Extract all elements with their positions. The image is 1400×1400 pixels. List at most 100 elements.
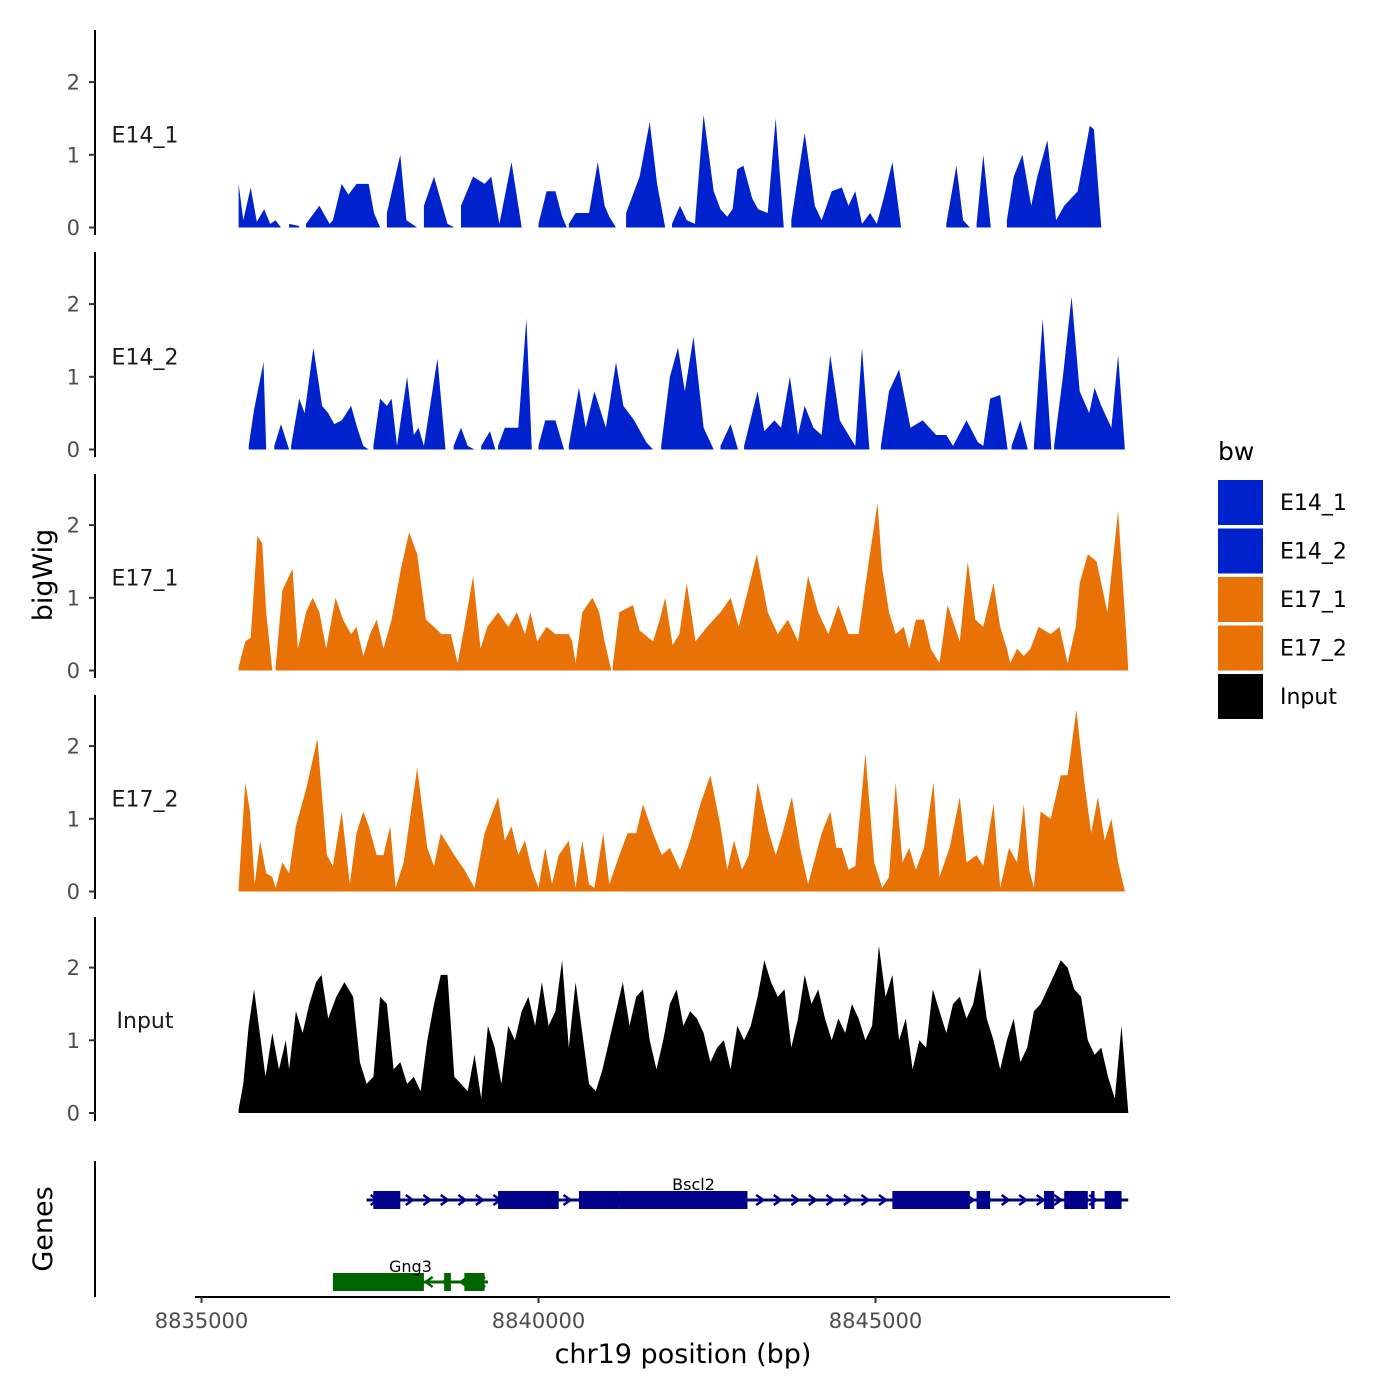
strand-arrow — [773, 1193, 783, 1207]
genes-axis-title: Genes — [28, 1186, 59, 1271]
strand-arrow — [475, 1193, 486, 1207]
legend-swatch — [1218, 674, 1263, 719]
strand-arrow — [423, 1275, 434, 1289]
legend-swatch — [1218, 480, 1263, 525]
coverage-area — [976, 154, 991, 228]
exon-block — [1104, 1191, 1122, 1209]
coverage-area — [568, 162, 616, 228]
coverage-area — [289, 223, 300, 228]
gene-label: Gng3 — [389, 1257, 432, 1276]
coverage-area — [238, 945, 1129, 1113]
x-tick-label: 8835000 — [155, 1309, 249, 1333]
legend-label: E17_1 — [1280, 588, 1347, 613]
coverage-area — [626, 122, 666, 228]
strand-arrow — [422, 1193, 433, 1207]
strand-arrow — [860, 1193, 871, 1207]
y-tick-label: 0 — [67, 216, 80, 240]
exon-block — [619, 1191, 748, 1209]
legend-label: E14_1 — [1280, 491, 1347, 516]
coverage-area — [248, 362, 267, 450]
exon-block — [373, 1191, 401, 1209]
x-tick-label: 8845000 — [829, 1309, 923, 1333]
y-tick-label: 2 — [67, 514, 80, 538]
y-tick-label: 0 — [67, 880, 80, 904]
y-axis-title: bigWig — [28, 529, 59, 622]
coverage-area — [306, 183, 381, 228]
x-axis: 8835000 8840000 8845000 — [155, 1296, 1170, 1333]
x-tick-label: 8840000 — [492, 1309, 586, 1333]
coverage-area — [612, 503, 1129, 671]
coverage-area — [538, 191, 567, 228]
coverage-area — [453, 427, 475, 450]
strand-arrow — [457, 1193, 468, 1207]
strand-arrow — [755, 1193, 766, 1207]
exon-block — [578, 1191, 620, 1209]
coverage-area — [1011, 420, 1028, 450]
exon-block — [444, 1273, 451, 1291]
coverage-area — [275, 532, 612, 671]
genes-track: Bscl2 Gng3 — [94, 1161, 1129, 1297]
coverage-area — [238, 183, 281, 228]
coverage-area — [386, 154, 418, 228]
coverage-area — [720, 424, 738, 450]
coverage-area — [373, 358, 446, 450]
exon-block — [498, 1191, 559, 1209]
legend-swatch — [1218, 577, 1263, 622]
y-tick-label: 1 — [67, 365, 80, 389]
y-tick-label: 1 — [67, 807, 80, 831]
legend-swatch — [1218, 625, 1263, 671]
coverage-area — [568, 362, 654, 450]
strand-arrow — [440, 1193, 450, 1207]
strand-arrow — [405, 1193, 415, 1207]
exon-block — [892, 1191, 970, 1209]
track-label: E17_1 — [112, 567, 179, 592]
coverage-area — [291, 347, 369, 450]
gene-gng3: Gng3 — [332, 1257, 488, 1291]
strand-arrow — [562, 1193, 573, 1207]
y-tick-label: 1 — [67, 586, 80, 610]
exon-block — [976, 1191, 991, 1209]
coverage-area — [423, 176, 455, 228]
coverage-area — [238, 709, 1125, 892]
legend-swatch — [1218, 528, 1263, 574]
track-label: E14_1 — [112, 124, 179, 149]
coverage-area — [238, 536, 273, 671]
track-label: E17_2 — [112, 788, 179, 813]
coverage-area — [1054, 296, 1125, 450]
legend-label: Input — [1280, 685, 1337, 710]
y-tick-label: 1 — [67, 143, 80, 167]
y-tick-label: 2 — [67, 293, 80, 317]
legend: bw E14_1 E14_2 E17_1 E17_2 Input — [1218, 437, 1347, 719]
coverage-tracks: 0 1 2 E14_1 0 1 2 E14_2 0 1 2 E17_1 0 1 2 E17_2 0 1 2 Input — [67, 30, 1129, 1126]
legend-label: E14_2 — [1280, 540, 1347, 565]
coverage-area — [1006, 125, 1102, 228]
gene-label: Bscl2 — [672, 1175, 715, 1194]
exon-block — [1091, 1191, 1095, 1209]
coverage-area — [880, 369, 1008, 450]
coverage-area — [791, 133, 902, 228]
strand-arrow — [1035, 1193, 1046, 1207]
y-tick-label: 2 — [67, 735, 80, 759]
legend-title: bw — [1218, 437, 1254, 466]
coverage-area — [498, 318, 532, 450]
strand-arrow — [790, 1193, 801, 1207]
exon-block — [1064, 1191, 1088, 1209]
strand-arrow — [1053, 1193, 1064, 1207]
coverage-area — [274, 424, 290, 450]
y-tick-label: 2 — [67, 956, 80, 980]
track-e14-2: 0 1 2 E14_2 — [67, 252, 1125, 462]
strand-arrow — [1018, 1193, 1029, 1207]
legend-label: E17_2 — [1280, 637, 1347, 662]
coverage-area — [1033, 318, 1052, 450]
track-label: E14_2 — [112, 346, 179, 371]
track-e17-1: 0 1 2 E17_1 — [67, 474, 1129, 683]
coverage-area — [481, 431, 496, 450]
strand-arrow — [878, 1193, 889, 1207]
coverage-area — [661, 336, 714, 450]
y-tick-label: 0 — [67, 1102, 80, 1126]
coverage-area — [461, 162, 522, 228]
strand-arrow — [1000, 1193, 1011, 1207]
track-input: 0 1 2 Input — [67, 917, 1129, 1126]
coverage-area — [672, 114, 784, 228]
